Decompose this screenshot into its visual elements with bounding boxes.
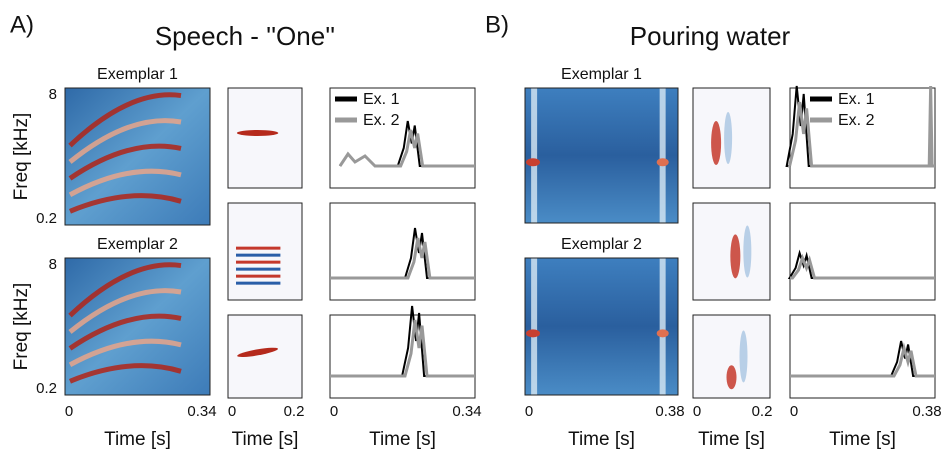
x-tick-label: 0.2: [284, 403, 305, 420]
x-axis-label: Time [s]: [104, 429, 171, 450]
response-trace: [330, 319, 475, 378]
x-tick-label: 0: [65, 403, 73, 420]
onset-stripe: [531, 88, 538, 223]
filter-stripe: [236, 274, 281, 278]
y-tick-label: 8: [49, 86, 57, 103]
x-tick-label: 0: [228, 403, 236, 420]
x-axis-label: Time [s]: [829, 429, 896, 450]
response-trace: [790, 253, 935, 280]
x-axis-label: Time [s]: [568, 429, 635, 450]
y-axis-label: Freq [kHz]: [11, 283, 32, 371]
spectral-band: [68, 288, 182, 334]
x-tick-label: 0.2: [752, 403, 773, 420]
onset-blob: [656, 158, 669, 167]
y-tick-label: 8: [49, 256, 57, 273]
filter-bg: [228, 203, 302, 300]
x-tick-label: 0.34: [187, 403, 216, 420]
spectral-band: [68, 313, 182, 351]
panel-frame: [789, 87, 936, 189]
spectrogram: [525, 88, 678, 223]
filter-blob: [739, 330, 748, 383]
onset-blob: [656, 329, 669, 338]
exemplar-label: Exemplar 2: [561, 236, 642, 253]
response-trace: [787, 85, 935, 168]
filter-blob: [726, 365, 737, 390]
x-tick-label: 0.38: [912, 403, 941, 420]
legend-label: Ex. 2: [838, 112, 875, 129]
x-axis-label: Time [s]: [232, 429, 299, 450]
response-trace: [790, 342, 935, 378]
x-tick-label: 0: [525, 403, 533, 420]
filter-blob: [730, 234, 741, 279]
panel-frame: [227, 314, 303, 399]
panel-title: Pouring water: [630, 21, 791, 51]
x-tick-label: 0: [693, 403, 701, 420]
panel-frame: [227, 202, 303, 301]
y-axis-label: Freq [kHz]: [11, 113, 32, 201]
panel-frame: [789, 314, 936, 399]
filter-stripe: [236, 281, 281, 285]
panel-frame: [329, 314, 476, 399]
y-tick-label: 0.2: [36, 380, 57, 397]
spectral-band: [69, 193, 182, 214]
response-trace: [330, 227, 475, 279]
panel-frame: [692, 87, 771, 189]
x-axis-label: Time [s]: [698, 429, 765, 450]
panel-frame: [524, 257, 679, 396]
panel-frame: [64, 257, 211, 396]
y-tick-label: 0.2: [36, 210, 57, 227]
onset-stripe: [531, 258, 538, 395]
spectral-band: [68, 92, 182, 148]
filter-blob: [743, 225, 752, 278]
x-tick-label: 0: [330, 403, 338, 420]
legend-label: Ex. 1: [838, 91, 875, 108]
x-tick-label: 0.38: [655, 403, 684, 420]
legend-label: Ex. 1: [363, 91, 400, 108]
panel-frame: [692, 314, 771, 399]
exemplar-label: Exemplar 2: [97, 236, 178, 253]
panel-frame: [692, 202, 771, 301]
x-tick-label: 0.34: [452, 403, 481, 420]
spectral-band: [68, 338, 182, 368]
panel-frame: [524, 87, 679, 224]
filter-blob: [236, 130, 279, 136]
response-trace: [338, 129, 475, 168]
exemplar-label: Exemplar 1: [561, 66, 642, 83]
response-trace: [330, 305, 475, 377]
spectral-band: [68, 262, 182, 318]
panel-frame: [329, 202, 476, 301]
panel-frame: [227, 87, 303, 189]
filter-blob: [711, 121, 722, 165]
filter-stripe: [236, 246, 281, 250]
exemplar-label: Exemplar 1: [97, 66, 178, 83]
spectral-band: [68, 168, 182, 198]
filter-stripe: [236, 253, 281, 257]
panel-frame: [329, 87, 476, 189]
panel-frame: [64, 87, 211, 226]
spectral-band: [69, 363, 182, 384]
spectral-band: [68, 118, 182, 164]
filter-stripe: [236, 267, 281, 271]
onset-stripe: [659, 258, 666, 395]
onset-stripe: [659, 88, 666, 223]
onset-blob: [526, 158, 540, 167]
response-trace: [330, 237, 475, 280]
onset-blob: [526, 329, 540, 338]
panel-title: Speech - ''One'': [155, 21, 335, 51]
panel-frame: [789, 202, 936, 301]
panel-letter: A): [10, 11, 34, 38]
filter-bg: [228, 88, 302, 188]
panel-letter: B): [485, 11, 509, 38]
filter-blob: [237, 347, 279, 358]
spectral-band: [68, 143, 182, 181]
spectrogram: [525, 258, 678, 395]
x-axis-label: Time [s]: [369, 429, 436, 450]
legend-label: Ex. 2: [363, 112, 400, 129]
filter-stripe: [236, 260, 281, 264]
filter-blob: [724, 112, 733, 164]
x-tick-label: 0: [790, 403, 798, 420]
